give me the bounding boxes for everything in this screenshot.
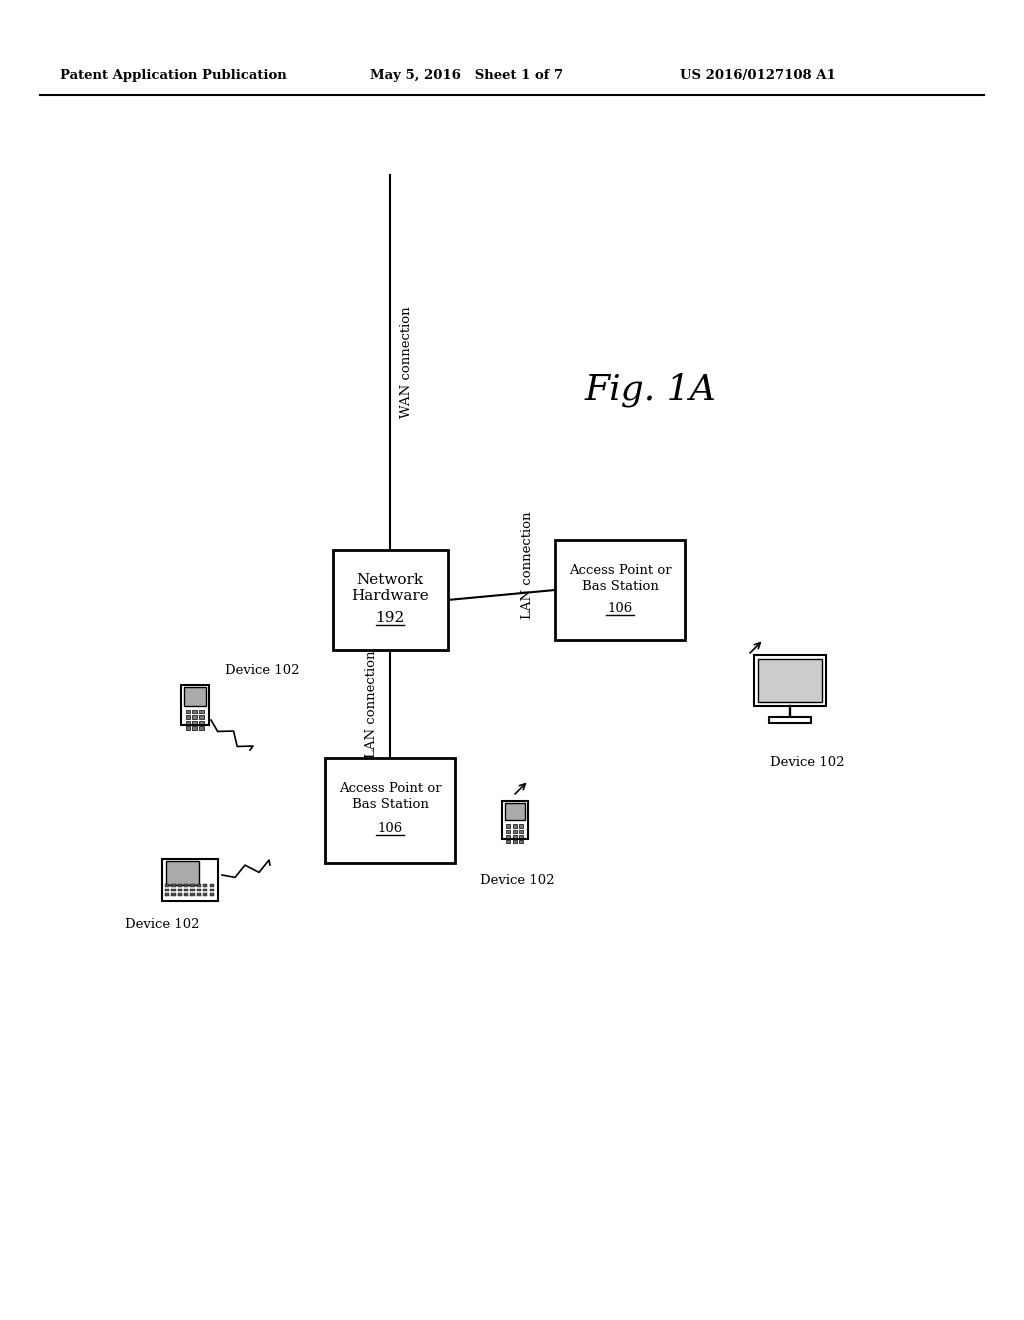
- Bar: [203, 888, 208, 891]
- Bar: [190, 888, 195, 891]
- Text: US 2016/0127108 A1: US 2016/0127108 A1: [680, 69, 836, 82]
- Bar: [506, 834, 510, 838]
- Bar: [325, 758, 455, 862]
- Bar: [769, 717, 811, 723]
- Text: Access Point or: Access Point or: [339, 781, 441, 795]
- Bar: [513, 830, 516, 833]
- Bar: [197, 884, 201, 887]
- Bar: [185, 715, 189, 718]
- Bar: [203, 884, 208, 887]
- Bar: [165, 892, 169, 896]
- Text: LAN connection: LAN connection: [521, 511, 535, 619]
- Bar: [519, 840, 523, 843]
- Bar: [178, 884, 182, 887]
- Text: Device 102: Device 102: [770, 755, 845, 768]
- Bar: [505, 803, 525, 821]
- Bar: [185, 721, 189, 725]
- Bar: [758, 659, 822, 701]
- Text: Fig. 1A: Fig. 1A: [584, 372, 716, 408]
- Bar: [513, 840, 516, 843]
- Bar: [200, 715, 204, 718]
- Bar: [197, 888, 201, 891]
- Bar: [178, 892, 182, 896]
- Text: Patent Application Publication: Patent Application Publication: [60, 69, 287, 82]
- Bar: [555, 540, 685, 640]
- Bar: [166, 861, 199, 884]
- Text: May 5, 2016   Sheet 1 of 7: May 5, 2016 Sheet 1 of 7: [370, 69, 563, 82]
- Bar: [200, 721, 204, 725]
- Bar: [333, 550, 447, 649]
- Bar: [171, 888, 175, 891]
- Text: 106: 106: [378, 821, 402, 834]
- Bar: [210, 892, 214, 896]
- Text: Access Point or: Access Point or: [568, 564, 672, 577]
- Bar: [178, 888, 182, 891]
- Bar: [171, 884, 175, 887]
- Text: Device 102: Device 102: [225, 664, 299, 676]
- Bar: [519, 825, 523, 828]
- Text: Network: Network: [356, 573, 424, 587]
- Bar: [754, 655, 826, 706]
- Text: Bas Station: Bas Station: [351, 799, 428, 812]
- Bar: [171, 892, 175, 896]
- Bar: [513, 834, 516, 838]
- Bar: [181, 685, 209, 726]
- Bar: [210, 884, 214, 887]
- Bar: [185, 710, 189, 713]
- Bar: [203, 892, 208, 896]
- Bar: [506, 830, 510, 833]
- Bar: [165, 888, 169, 891]
- Bar: [185, 726, 189, 730]
- Bar: [519, 834, 523, 838]
- Bar: [190, 892, 195, 896]
- Bar: [184, 884, 188, 887]
- Text: Hardware: Hardware: [351, 589, 429, 603]
- Bar: [506, 840, 510, 843]
- Bar: [184, 688, 206, 705]
- Bar: [193, 726, 197, 730]
- Bar: [163, 859, 218, 902]
- Text: Device 102: Device 102: [480, 874, 555, 887]
- Bar: [210, 888, 214, 891]
- Bar: [184, 888, 188, 891]
- Bar: [513, 825, 516, 828]
- Text: 192: 192: [376, 611, 404, 624]
- Bar: [502, 801, 527, 840]
- Text: 106: 106: [607, 602, 633, 615]
- Text: Bas Station: Bas Station: [582, 579, 658, 593]
- Bar: [165, 884, 169, 887]
- Bar: [184, 892, 188, 896]
- Bar: [200, 710, 204, 713]
- Bar: [200, 726, 204, 730]
- Bar: [193, 721, 197, 725]
- Bar: [193, 715, 197, 718]
- Text: WAN connection: WAN connection: [400, 306, 413, 418]
- Bar: [506, 825, 510, 828]
- Bar: [519, 830, 523, 833]
- Bar: [197, 892, 201, 896]
- Bar: [190, 884, 195, 887]
- Bar: [193, 710, 197, 713]
- Text: LAN connection: LAN connection: [365, 649, 378, 758]
- Text: Device 102: Device 102: [125, 919, 200, 932]
